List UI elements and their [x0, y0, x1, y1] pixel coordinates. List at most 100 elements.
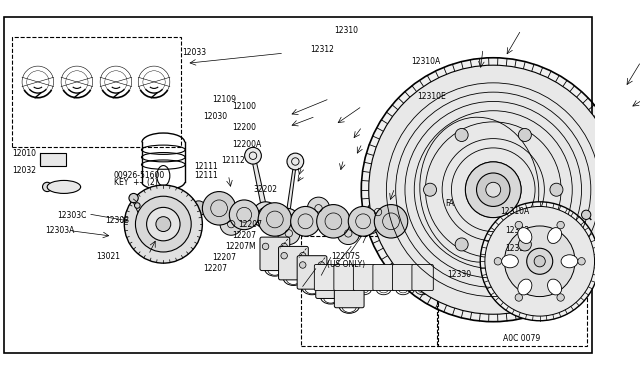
Circle shape — [244, 147, 261, 164]
Circle shape — [265, 205, 269, 210]
Circle shape — [258, 203, 292, 236]
Circle shape — [455, 128, 468, 141]
Text: 12303A: 12303A — [45, 227, 75, 235]
FancyBboxPatch shape — [314, 264, 336, 291]
Text: 12310: 12310 — [334, 26, 358, 35]
Text: 12109: 12109 — [212, 95, 236, 104]
Circle shape — [485, 206, 595, 316]
Circle shape — [337, 222, 360, 244]
Text: 12032: 12032 — [13, 166, 36, 175]
Text: 12100: 12100 — [233, 102, 257, 111]
Circle shape — [262, 243, 269, 250]
Text: 12333: 12333 — [505, 227, 529, 235]
Text: 12303: 12303 — [105, 216, 129, 225]
Circle shape — [124, 185, 202, 263]
Text: 12331: 12331 — [505, 244, 529, 253]
Circle shape — [147, 207, 180, 241]
Text: 12112: 12112 — [221, 155, 244, 164]
Circle shape — [263, 212, 268, 218]
Text: 12111: 12111 — [194, 163, 218, 171]
Circle shape — [618, 115, 625, 123]
Text: A0C 0079: A0C 0079 — [503, 334, 541, 343]
FancyBboxPatch shape — [316, 265, 346, 298]
Circle shape — [527, 248, 553, 274]
Text: 12310E: 12310E — [417, 92, 446, 100]
Circle shape — [477, 173, 510, 206]
Text: 12207: 12207 — [239, 219, 262, 228]
FancyBboxPatch shape — [392, 264, 414, 291]
Text: 12310A: 12310A — [411, 57, 440, 66]
FancyBboxPatch shape — [353, 264, 375, 291]
Text: 12303C: 12303C — [57, 211, 86, 220]
Polygon shape — [363, 216, 391, 227]
Circle shape — [337, 271, 343, 278]
Text: 12207S: 12207S — [332, 252, 360, 262]
Circle shape — [424, 183, 436, 196]
Bar — [301, 236, 438, 346]
Circle shape — [557, 221, 564, 229]
Circle shape — [318, 262, 324, 268]
Polygon shape — [244, 209, 275, 225]
Circle shape — [557, 294, 564, 301]
Circle shape — [515, 294, 522, 301]
Circle shape — [504, 226, 575, 296]
Circle shape — [374, 205, 408, 238]
Polygon shape — [252, 151, 267, 221]
Circle shape — [367, 201, 389, 223]
Circle shape — [42, 182, 52, 192]
Circle shape — [486, 182, 500, 197]
Text: 12010: 12010 — [13, 149, 36, 158]
Circle shape — [129, 193, 138, 203]
Text: 12310A: 12310A — [500, 208, 529, 217]
Circle shape — [281, 243, 287, 250]
Circle shape — [355, 280, 362, 287]
Circle shape — [285, 226, 291, 231]
Polygon shape — [275, 214, 305, 227]
Circle shape — [281, 253, 287, 259]
Text: 32202: 32202 — [253, 185, 278, 194]
Circle shape — [317, 205, 350, 238]
Text: 12200: 12200 — [233, 123, 257, 132]
Circle shape — [455, 238, 468, 251]
Text: (US ONLY): (US ONLY) — [327, 260, 365, 269]
Text: FA: FA — [445, 199, 454, 208]
Circle shape — [494, 257, 502, 265]
Bar — [194, 203, 222, 214]
Circle shape — [253, 202, 278, 228]
Circle shape — [284, 212, 288, 216]
Circle shape — [191, 201, 206, 216]
FancyBboxPatch shape — [373, 264, 394, 291]
Circle shape — [291, 206, 321, 236]
FancyBboxPatch shape — [260, 237, 290, 270]
Text: 12033: 12033 — [182, 48, 206, 57]
Circle shape — [262, 220, 266, 224]
Circle shape — [278, 222, 300, 244]
Circle shape — [202, 192, 236, 225]
Polygon shape — [305, 216, 333, 227]
Circle shape — [582, 210, 591, 219]
Text: 12200A: 12200A — [233, 140, 262, 149]
Circle shape — [136, 196, 191, 252]
Text: 12207M: 12207M — [225, 242, 256, 251]
FancyBboxPatch shape — [278, 246, 308, 280]
Text: 13021: 13021 — [96, 252, 120, 262]
Circle shape — [156, 217, 171, 231]
Circle shape — [300, 253, 306, 259]
Bar — [12, 37, 181, 147]
Circle shape — [318, 271, 324, 278]
Ellipse shape — [47, 180, 81, 193]
Polygon shape — [286, 157, 296, 228]
Circle shape — [515, 221, 522, 229]
Text: 12207: 12207 — [203, 264, 227, 273]
Circle shape — [518, 238, 531, 251]
FancyBboxPatch shape — [297, 256, 327, 289]
Circle shape — [518, 128, 531, 141]
FancyBboxPatch shape — [334, 264, 355, 291]
Circle shape — [362, 58, 625, 322]
Circle shape — [534, 256, 545, 267]
Bar — [40, 154, 66, 167]
Ellipse shape — [518, 228, 532, 243]
Ellipse shape — [548, 279, 562, 295]
Ellipse shape — [561, 255, 578, 268]
Circle shape — [220, 213, 243, 235]
